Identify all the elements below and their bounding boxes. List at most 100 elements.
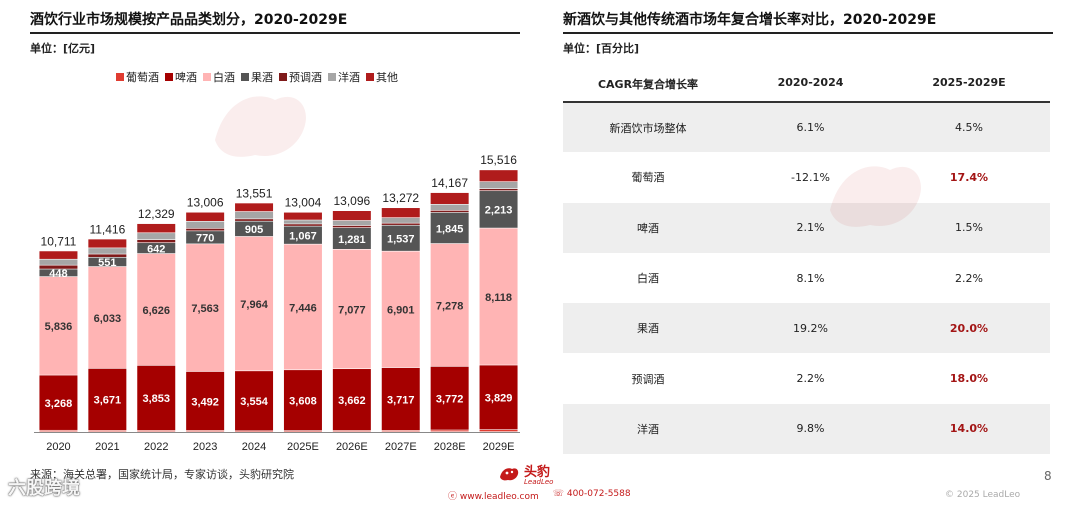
header-cagr: CAGR年复合增长率 — [563, 64, 733, 103]
data-label: 7,446 — [289, 302, 317, 314]
cagr-2020-2024-cell: 19.2% — [733, 303, 888, 354]
phone-number: ☏ 400-072-5588 — [552, 489, 631, 499]
table-title-rule — [563, 32, 1053, 34]
row-name-cell: 新酒饮市场整体 — [563, 102, 733, 153]
bar-segment — [88, 254, 127, 257]
total-label: 13,096 — [333, 194, 370, 208]
bar-segment — [430, 204, 469, 211]
bar-segment — [186, 430, 225, 432]
bar-segment — [39, 375, 78, 430]
x-tick-label: 2027E — [385, 441, 417, 453]
bar-segment — [430, 366, 469, 430]
x-tick-label: 2028E — [434, 441, 466, 453]
bar-segment — [283, 244, 322, 370]
legend-item: 果酒 — [241, 69, 273, 85]
bar-segment — [332, 211, 371, 221]
bar-segment — [430, 192, 469, 204]
cagr-2020-2024-cell: -12.1% — [791, 170, 830, 184]
bar-segment — [332, 369, 371, 431]
website-link[interactable]: ⓔ www.leadleo.com — [448, 492, 539, 502]
bar-segment — [137, 239, 176, 243]
bar-segment — [332, 249, 371, 369]
bar-segment — [479, 189, 518, 191]
legend-item: 啤酒 — [165, 69, 197, 85]
cagr-2020-2024-cell: 2.2% — [796, 372, 825, 386]
bar-segment — [137, 253, 176, 366]
bar-segment — [381, 217, 420, 223]
header-2025-2029e: 2025-2029E — [888, 64, 1050, 103]
bar-segment — [430, 212, 469, 244]
stacked-bar-chart: 3,268 5,836 448 10,711 2020 3,671 6,033 551 11,4… — [34, 153, 520, 453]
x-tick-label: 2021 — [95, 441, 119, 453]
total-label: 15,516 — [480, 153, 517, 167]
bar-segment — [332, 225, 371, 228]
bar-segment — [186, 212, 225, 222]
data-label: 7,077 — [338, 304, 366, 316]
legend-swatch — [241, 73, 249, 81]
table-row: 啤酒 2.1% 1.5% — [563, 202, 1050, 253]
bar-segment — [137, 243, 176, 254]
leadleo-logo: 头豹 LeadLeo — [498, 461, 553, 486]
bar-segment — [479, 191, 518, 228]
bar-segment — [381, 367, 420, 431]
bar-segment — [186, 228, 225, 231]
table-title: 新酒饮与其他传统酒市场年复合增长率对比，2020-2029E — [563, 12, 937, 28]
title-rule — [30, 32, 520, 34]
cagr-table: CAGR年复合增长率 2020-2024 2025-2029E 新酒饮市场整体 6… — [563, 64, 1050, 455]
data-label: 905 — [245, 224, 263, 236]
bar-segment — [283, 220, 322, 224]
total-label: 14,167 — [431, 176, 468, 190]
table-row: 果酒 19.2% 20.0% — [563, 303, 1050, 354]
data-label: 3,717 — [387, 394, 415, 406]
x-tick-label: 2025E — [287, 441, 319, 453]
data-label: 3,853 — [142, 393, 170, 405]
copyright: © 2025 LeadLeo — [945, 490, 1021, 500]
header-2020-2024: 2020-2024 — [733, 64, 888, 103]
row-name-cell: 果酒 — [563, 303, 733, 354]
total-label: 13,004 — [285, 196, 322, 210]
cagr-2020-2024-cell: 9.8% — [733, 403, 888, 455]
bar-segment — [381, 430, 420, 432]
bar-segment — [332, 430, 371, 432]
bar-segment — [381, 223, 420, 225]
total-label: 12,329 — [138, 207, 175, 221]
bar-segment — [39, 265, 78, 269]
legend-swatch — [116, 73, 124, 81]
chart-legend: 葡萄酒 啤酒 白酒 果酒 预调酒 洋酒 其他 — [30, 70, 520, 84]
legend-swatch — [165, 73, 173, 81]
x-tick-label: 2022 — [144, 441, 168, 453]
row-name-cell: 啤酒 — [563, 202, 733, 253]
legend-swatch — [366, 73, 374, 81]
legend-item: 葡萄酒 — [116, 69, 159, 85]
bar-segment — [479, 228, 518, 365]
bar-segment — [283, 212, 322, 220]
data-label: 8,118 — [485, 292, 512, 304]
cagr-2025-2029e-cell: 4.5% — [888, 102, 1050, 153]
bar-segment — [430, 243, 469, 367]
bar-segment — [381, 225, 420, 251]
bar-segment — [283, 370, 322, 431]
market-size-panel: 酒饮行业市场规模按产品品类划分，2020-2029E 单位：[亿元] 葡萄酒 啤酒… — [30, 8, 520, 84]
data-label: 1,281 — [338, 234, 366, 246]
legend-swatch — [203, 73, 211, 81]
bar-segment — [430, 210, 469, 213]
data-label: 3,772 — [436, 393, 464, 405]
data-label: 448 — [49, 268, 67, 280]
total-label: 13,551 — [236, 186, 273, 200]
bar-segment — [88, 368, 127, 431]
data-label: 770 — [196, 233, 214, 245]
chart-unit: 单位：[亿元] — [30, 42, 96, 55]
bar-segment — [137, 430, 176, 432]
bar-segment — [235, 219, 274, 221]
website-text: www.leadleo.com — [459, 492, 539, 502]
cagr-2025-2029e-cell: 2.2% — [955, 271, 983, 285]
chart-title: 酒饮行业市场规模按产品品类划分，2020-2029E — [30, 12, 348, 28]
legend-label: 果酒 — [251, 71, 273, 84]
bar-segment — [479, 429, 518, 432]
bar-segment — [186, 231, 225, 244]
total-label: 13,006 — [187, 196, 224, 210]
legend-label: 啤酒 — [175, 71, 197, 84]
bar-segment — [479, 365, 518, 430]
bar-segment — [88, 248, 127, 254]
